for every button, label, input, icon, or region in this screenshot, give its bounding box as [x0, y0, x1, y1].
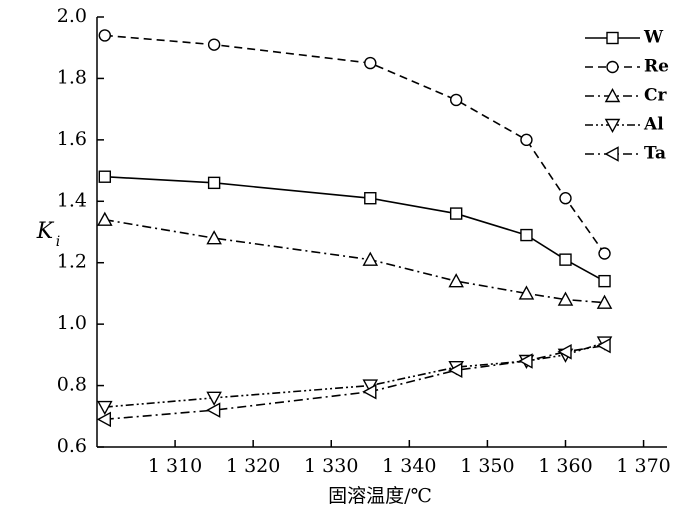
x-tick-label: 1 320 — [226, 455, 280, 477]
legend-label: Re — [644, 57, 669, 77]
marker — [448, 362, 463, 378]
x-axis-label: 固溶温度/℃ — [328, 485, 432, 507]
marker — [606, 31, 619, 45]
series-line — [104, 341, 605, 408]
y-tick-label: 1.4 — [57, 189, 87, 211]
y-axis-label: K — [36, 219, 55, 244]
legend-label: W — [643, 28, 664, 48]
marker — [96, 411, 112, 428]
x-tick-label: 1 340 — [382, 455, 436, 477]
marker — [596, 337, 611, 354]
marker — [520, 133, 533, 147]
marker — [206, 230, 222, 245]
y-tick-label: 0.8 — [57, 374, 87, 396]
marker — [596, 294, 613, 309]
marker — [97, 400, 113, 416]
y-axis-label-sub: i — [56, 234, 60, 250]
marker — [520, 228, 533, 242]
marker — [559, 192, 572, 205]
marker — [364, 192, 377, 205]
marker — [598, 247, 611, 260]
x-tick-label: 1 370 — [616, 455, 670, 477]
marker — [559, 253, 572, 266]
marker — [449, 93, 463, 107]
marker — [97, 211, 113, 226]
marker — [557, 291, 574, 306]
x-tick-label: 1 360 — [538, 455, 592, 477]
marker — [604, 146, 619, 162]
x-tick-label: 1 350 — [460, 455, 514, 477]
marker — [364, 56, 377, 70]
y-tick-label: 1.8 — [57, 66, 87, 88]
legend-label: Ta — [644, 144, 666, 164]
marker — [598, 274, 611, 288]
y-tick-label: 1.2 — [57, 251, 87, 273]
marker — [98, 170, 112, 183]
marker — [362, 383, 377, 400]
x-tick-label: 1 330 — [304, 455, 358, 477]
marker — [207, 38, 221, 51]
marker — [604, 87, 621, 103]
marker — [518, 285, 535, 300]
marker — [206, 391, 222, 406]
marker — [518, 353, 533, 369]
y-tick-label: 2.0 — [57, 5, 87, 27]
marker — [207, 176, 221, 190]
legend-label: Al — [643, 115, 664, 135]
y-tick-label: 1.6 — [57, 128, 87, 150]
y-tick-label: 1.0 — [57, 312, 87, 334]
marker — [98, 29, 112, 42]
marker — [448, 273, 464, 288]
y-tick-label: 0.6 — [57, 435, 87, 457]
x-tick-label: 1 310 — [148, 455, 202, 477]
marker — [606, 60, 619, 74]
marker — [449, 207, 463, 220]
marker — [206, 402, 221, 418]
legend-label: Cr — [644, 86, 668, 106]
marker — [604, 118, 621, 134]
marker — [557, 344, 572, 360]
marker — [362, 251, 379, 266]
